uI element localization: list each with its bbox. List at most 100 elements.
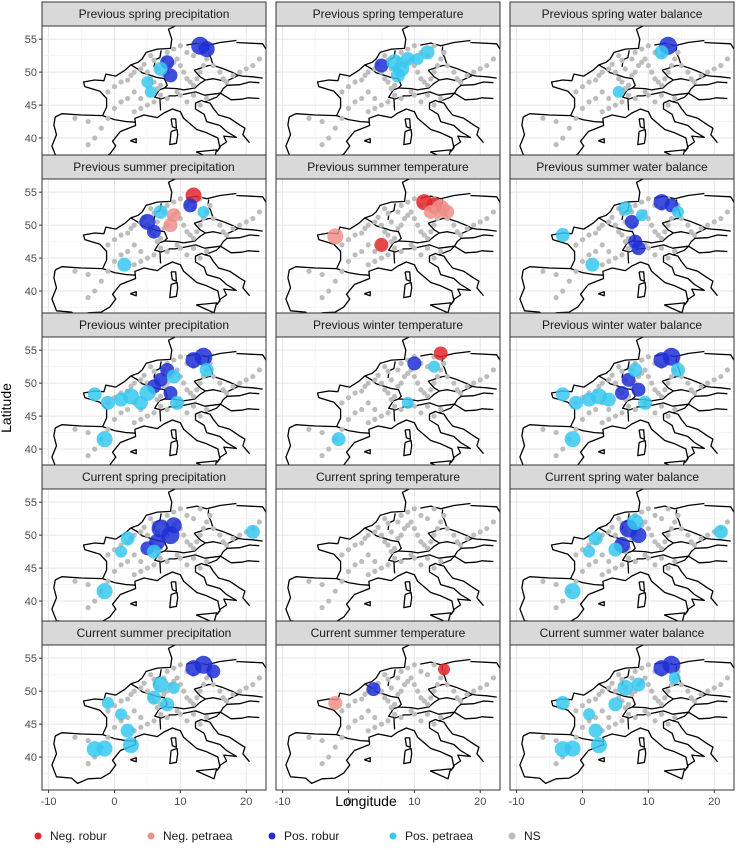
country-border [364, 217, 402, 264]
ns-site-point [125, 248, 131, 255]
significant-site-point [206, 664, 221, 679]
country-border [204, 555, 260, 566]
country-border [427, 69, 440, 81]
ns-site-point [705, 222, 711, 228]
map-panel: Current summer water balance -10 0 10 20 [509, 620, 735, 808]
ns-site-point [454, 539, 460, 545]
ns-site-point [705, 688, 711, 694]
ns-site-point [586, 232, 592, 238]
ns-site-point [434, 681, 441, 688]
ns-site-point [658, 711, 665, 717]
ns-site-point [408, 242, 414, 248]
coastline-west [288, 645, 411, 737]
ns-site-point [652, 410, 658, 416]
ns-site-point [138, 105, 144, 111]
ns-site-point [190, 235, 197, 241]
country-border [672, 92, 728, 103]
panel-title: Previous winter precipitation [79, 318, 229, 332]
ns-site-point [438, 406, 444, 413]
ns-site-point [401, 681, 408, 688]
ns-site-point [652, 387, 658, 393]
ns-site-point [171, 665, 177, 671]
island-outline [637, 747, 647, 765]
ns-site-point [675, 512, 681, 518]
ns-site-point [138, 258, 144, 264]
panel-title: Previous spring precipitation [79, 7, 230, 21]
island-outline [403, 747, 413, 765]
ns-site-point [164, 49, 170, 55]
coastline-west [522, 645, 645, 737]
ns-site-point [385, 520, 391, 526]
panel-title: Current spring temperature [316, 470, 460, 484]
ns-site-point [395, 535, 401, 542]
ns-site-point [668, 525, 675, 532]
ns-site-point [652, 76, 658, 82]
ns-site-point [138, 529, 144, 535]
ns-site-point [718, 215, 724, 222]
ns-site-point [105, 268, 111, 274]
ns-site-point [718, 681, 724, 688]
ns-site-point [454, 695, 460, 701]
ns-site-point [398, 360, 404, 366]
ns-site-point [105, 242, 111, 248]
ns-site-point [190, 545, 197, 551]
island-outline [403, 591, 413, 609]
ns-site-point [625, 701, 632, 707]
ns-site-point [649, 688, 655, 694]
ns-site-point [711, 219, 717, 225]
ns-site-point [642, 89, 648, 95]
country-border [227, 392, 260, 397]
ns-site-point [438, 519, 444, 525]
ns-site-point [672, 558, 678, 565]
ns-site-point [148, 206, 154, 212]
ns-site-point [319, 453, 325, 459]
panel-plot-area [510, 337, 734, 482]
ns-site-point [118, 410, 124, 416]
ns-site-point [151, 718, 157, 724]
island-outline [170, 271, 178, 282]
island-outline [637, 439, 647, 457]
ns-site-point [398, 714, 404, 721]
ns-site-point [339, 708, 345, 714]
ns-site-point [672, 248, 678, 255]
significant-site-point [713, 524, 728, 539]
ns-site-point [398, 202, 404, 208]
panel-plot-area [276, 337, 500, 482]
country-border [236, 660, 266, 669]
ns-site-point [128, 225, 134, 232]
island-outline [403, 281, 413, 299]
ns-site-point [204, 95, 210, 102]
coastline-west [54, 26, 177, 118]
ns-site-point [632, 714, 638, 721]
ns-site-point [688, 229, 694, 235]
map-panel: Previous winter precipitation 40 45 50 55 [25, 312, 267, 483]
significant-site-point [631, 382, 646, 397]
ns-site-point [345, 237, 352, 243]
ns-site-point [141, 61, 147, 67]
ns-site-point [678, 525, 684, 532]
ns-site-point [606, 724, 612, 730]
ns-site-point [553, 295, 559, 301]
ns-site-point [553, 737, 559, 744]
ns-site-point [359, 406, 365, 413]
panel-plot-area [276, 489, 500, 634]
ns-site-point [197, 688, 203, 694]
ns-site-point [645, 92, 651, 98]
significant-site-point [588, 723, 603, 738]
ns-site-point [645, 681, 651, 688]
ns-site-point [339, 242, 345, 248]
ns-site-point [92, 288, 98, 294]
ns-site-point [148, 364, 154, 370]
ns-site-point [388, 377, 394, 383]
ns-site-point [639, 199, 645, 205]
ns-site-point [210, 373, 216, 380]
ns-site-point [616, 76, 622, 82]
island-outline [637, 281, 647, 299]
ns-site-point [138, 558, 144, 565]
map-panel: Previous winter temperature [275, 312, 501, 483]
legend-label: Pos. robur [284, 829, 339, 843]
ns-site-point [698, 225, 704, 232]
ns-site-point [672, 56, 678, 62]
ns-site-point [385, 410, 391, 416]
